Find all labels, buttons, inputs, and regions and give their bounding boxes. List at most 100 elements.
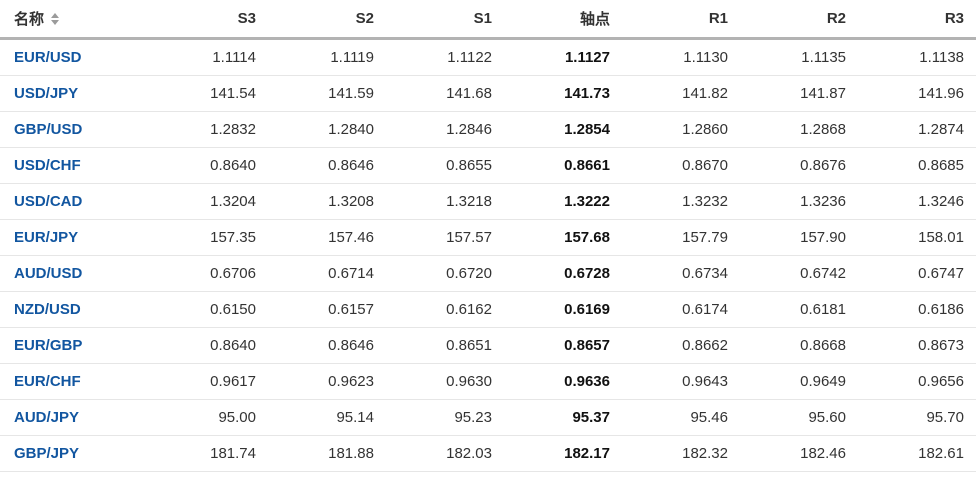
cell-pivot: 182.17 xyxy=(564,445,610,462)
table-row: USD/CAD 1.3204 1.3208 1.3218 1.3222 1.3232 1.3… xyxy=(0,184,976,220)
pair-link[interactable]: EUR/CHF xyxy=(14,373,81,390)
pair-link[interactable]: AUD/USD xyxy=(14,265,83,282)
cell-r2: 0.8668 xyxy=(800,337,846,354)
cell-r1: 157.79 xyxy=(682,229,728,246)
cell-r1: 0.8670 xyxy=(682,157,728,174)
cell-s3: 0.9617 xyxy=(210,373,256,390)
cell-s1: 157.57 xyxy=(446,229,492,246)
table-row: EUR/USD 1.1114 1.1119 1.1122 1.1127 1.1130 1.1… xyxy=(0,40,976,76)
cell-r2: 1.1135 xyxy=(801,49,846,66)
pair-link[interactable]: GBP/JPY xyxy=(14,445,80,462)
cell-s2: 95.14 xyxy=(336,409,374,426)
cell-r1: 0.6174 xyxy=(682,301,728,318)
cell-r2: 0.6742 xyxy=(800,265,846,282)
pair-link[interactable]: EUR/USD xyxy=(14,49,82,66)
cell-s1: 1.3218 xyxy=(446,193,492,210)
cell-r3: 1.3246 xyxy=(918,193,964,210)
column-header-label: R2 xyxy=(826,10,846,27)
cell-r3: 0.6186 xyxy=(918,301,964,318)
cell-r2: 157.90 xyxy=(800,229,846,246)
cell-s2: 1.1119 xyxy=(330,49,374,66)
cell-r1: 141.82 xyxy=(682,85,728,102)
pair-link[interactable]: AUD/JPY xyxy=(14,409,80,426)
cell-r2: 0.9649 xyxy=(800,373,846,390)
pair-link[interactable]: EUR/JPY xyxy=(14,229,79,246)
table-body: EUR/USD 1.1114 1.1119 1.1122 1.1127 1.1130 1.1… xyxy=(0,40,976,472)
pair-name-cell: GBP/JPY xyxy=(0,445,150,462)
sort-updown-icon[interactable] xyxy=(51,12,60,25)
table-row: NZD/USD 0.6150 0.6157 0.6162 0.6169 0.6174 0.6… xyxy=(0,292,976,328)
cell-r1: 1.3232 xyxy=(682,193,728,210)
pair-name-cell: AUD/USD xyxy=(0,265,150,282)
cell-s1: 1.1122 xyxy=(447,49,492,66)
cell-pivot: 1.1127 xyxy=(564,49,610,66)
pair-name-cell: USD/CAD xyxy=(0,193,150,210)
column-header-r1: R1 xyxy=(622,10,740,27)
table-row: USD/JPY 141.54 141.59 141.68 141.73 141.82 141… xyxy=(0,76,976,112)
pair-name-cell: EUR/GBP xyxy=(0,337,150,354)
table-row: EUR/JPY 157.35 157.46 157.57 157.68 157.79 157… xyxy=(0,220,976,256)
cell-s2: 0.6157 xyxy=(328,301,374,318)
column-header-name[interactable]: 名称 xyxy=(0,8,150,29)
cell-r2: 0.6181 xyxy=(800,301,846,318)
cell-r1: 0.6734 xyxy=(682,265,728,282)
cell-s2: 0.6714 xyxy=(328,265,374,282)
cell-s2: 0.8646 xyxy=(328,337,374,354)
cell-r2: 95.60 xyxy=(808,409,846,426)
cell-s1: 1.2846 xyxy=(446,121,492,138)
table-row: GBP/JPY 181.74 181.88 182.03 182.17 182.32 182… xyxy=(0,436,976,472)
cell-s2: 0.9623 xyxy=(328,373,374,390)
cell-r3: 95.70 xyxy=(926,409,964,426)
cell-r1: 1.2860 xyxy=(682,121,728,138)
cell-s3: 1.1114 xyxy=(212,49,256,66)
column-header-r2: R2 xyxy=(740,10,858,27)
cell-r3: 0.9656 xyxy=(918,373,964,390)
cell-s3: 141.54 xyxy=(210,85,256,102)
cell-s1: 0.6720 xyxy=(446,265,492,282)
cell-pivot: 0.8657 xyxy=(564,337,610,354)
pair-link[interactable]: NZD/USD xyxy=(14,301,81,318)
cell-s2: 141.59 xyxy=(328,85,374,102)
pair-name-cell: AUD/JPY xyxy=(0,409,150,426)
cell-s3: 0.6706 xyxy=(210,265,256,282)
cell-s3: 1.3204 xyxy=(210,193,256,210)
cell-r1: 0.8662 xyxy=(682,337,728,354)
cell-r3: 182.61 xyxy=(918,445,964,462)
pair-link[interactable]: EUR/GBP xyxy=(14,337,83,354)
pair-link[interactable]: USD/JPY xyxy=(14,85,79,102)
cell-pivot: 157.68 xyxy=(564,229,610,246)
pair-name-cell: GBP/USD xyxy=(0,121,150,138)
cell-pivot: 1.2854 xyxy=(564,121,610,138)
column-header-pivot: 轴点 xyxy=(504,8,622,29)
column-header-label: R1 xyxy=(708,10,728,27)
cell-s3: 157.35 xyxy=(210,229,256,246)
cell-pivot: 141.73 xyxy=(564,85,610,102)
table-row: EUR/CHF 0.9617 0.9623 0.9630 0.9636 0.9643 0.9… xyxy=(0,364,976,400)
column-header-s3: S3 xyxy=(150,10,268,27)
column-header-r3: R3 xyxy=(858,10,976,27)
cell-r3: 141.96 xyxy=(918,85,964,102)
cell-pivot: 1.3222 xyxy=(564,193,610,210)
cell-r1: 0.9643 xyxy=(682,373,728,390)
cell-s1: 141.68 xyxy=(446,85,492,102)
pair-link[interactable]: USD/CHF xyxy=(14,157,81,174)
table-row: AUD/USD 0.6706 0.6714 0.6720 0.6728 0.6734 0.6… xyxy=(0,256,976,292)
pair-link[interactable]: USD/CAD xyxy=(14,193,83,210)
table-row: GBP/USD 1.2832 1.2840 1.2846 1.2854 1.2860 1.2… xyxy=(0,112,976,148)
cell-r3: 1.1138 xyxy=(919,49,964,66)
pair-name-cell: NZD/USD xyxy=(0,301,150,318)
cell-r3: 0.6747 xyxy=(918,265,964,282)
column-header-label: S2 xyxy=(355,10,374,27)
cell-s1: 0.6162 xyxy=(446,301,492,318)
cell-pivot: 95.37 xyxy=(572,409,610,426)
sort-down-arrow xyxy=(51,19,60,25)
cell-s3: 181.74 xyxy=(210,445,256,462)
cell-s3: 0.6150 xyxy=(210,301,256,318)
pair-link[interactable]: GBP/USD xyxy=(14,121,83,138)
cell-r2: 1.2868 xyxy=(800,121,846,138)
cell-r3: 158.01 xyxy=(918,229,964,246)
column-header-label: 名称 xyxy=(14,11,45,28)
cell-pivot: 0.6728 xyxy=(564,265,610,282)
cell-r1: 182.32 xyxy=(682,445,728,462)
